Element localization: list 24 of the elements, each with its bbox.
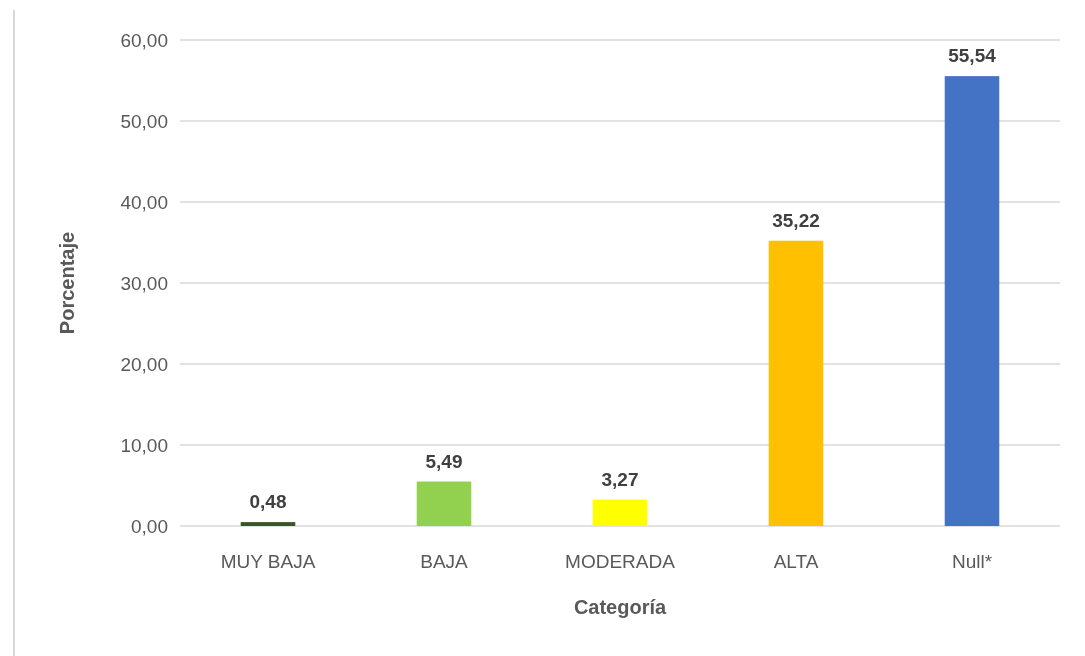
y-tick-label: 60,00 [120,29,168,51]
x-tick-label: MODERADA [565,551,676,572]
data-label: 0,48 [249,491,287,513]
y-tick-label: 40,00 [120,191,168,213]
data-label: 55,54 [948,45,997,67]
x-tick-label: BAJA [420,551,469,572]
bar [240,522,296,526]
x-tick-label: Null* [951,551,993,572]
y-tick-label: 20,00 [120,353,168,375]
y-tick-label: 50,00 [120,110,168,132]
bar [416,481,472,526]
y-axis-title: Porcentaje [56,231,78,335]
y-tick-label: 0,00 [131,515,168,537]
x-tick-label: MUY BAJA [220,551,316,572]
y-tick-label: 30,00 [120,272,168,294]
bar [768,240,824,526]
x-axis-title: Categoría [573,596,667,618]
bar [944,76,1000,526]
data-label: 5,49 [425,450,463,472]
x-tick-label: ALTA [773,551,819,572]
data-label: 3,27 [601,468,639,490]
bar [592,499,648,526]
data-label: 35,22 [772,209,820,231]
y-tick-label: 10,00 [120,434,168,456]
